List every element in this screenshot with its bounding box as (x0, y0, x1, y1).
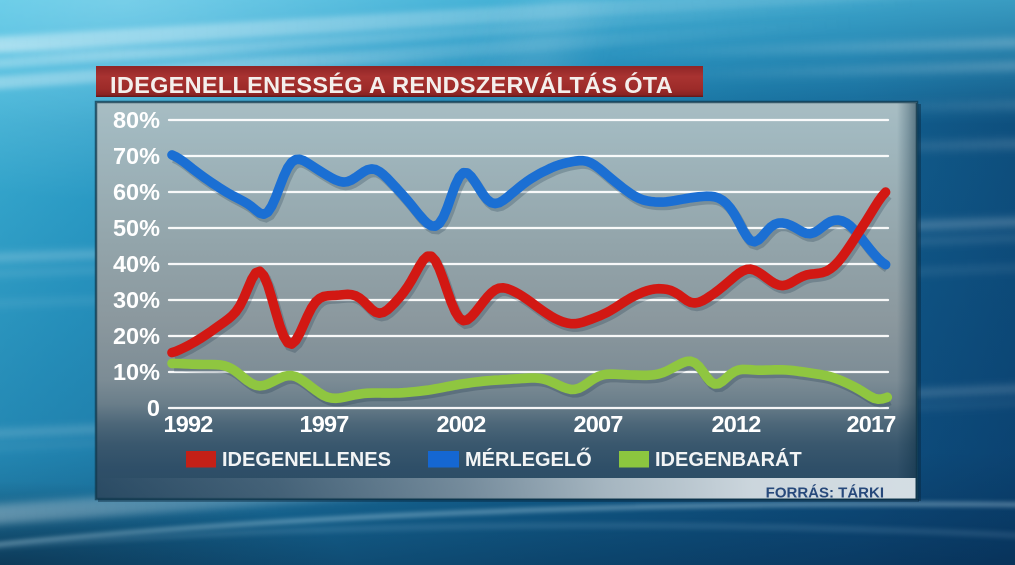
svg-text:30%: 30% (113, 287, 160, 313)
svg-text:IDEGENELLENESSÉG A RENDSZERVÁL: IDEGENELLENESSÉG A RENDSZERVÁLTÁS ÓTA (110, 71, 673, 98)
svg-text:60%: 60% (113, 179, 160, 205)
svg-text:20%: 20% (113, 323, 160, 349)
svg-text:MÉRLEGELŐ: MÉRLEGELŐ (465, 448, 592, 471)
svg-text:IDEGENELLENES: IDEGENELLENES (222, 449, 391, 471)
svg-text:FORRÁS: TÁRKI: FORRÁS: TÁRKI (766, 485, 884, 502)
svg-text:70%: 70% (113, 143, 160, 169)
svg-text:50%: 50% (113, 215, 160, 241)
svg-text:2012: 2012 (711, 411, 761, 437)
svg-text:80%: 80% (113, 107, 160, 133)
svg-text:IDEGENBARÁT: IDEGENBARÁT (655, 448, 802, 471)
svg-text:2002: 2002 (436, 411, 486, 437)
svg-text:0: 0 (147, 395, 160, 421)
svg-text:2007: 2007 (573, 411, 623, 437)
svg-text:2017: 2017 (846, 411, 896, 437)
svg-text:1992: 1992 (163, 411, 213, 437)
svg-text:10%: 10% (113, 359, 160, 385)
svg-text:1997: 1997 (299, 411, 349, 437)
svg-text:40%: 40% (113, 251, 160, 277)
